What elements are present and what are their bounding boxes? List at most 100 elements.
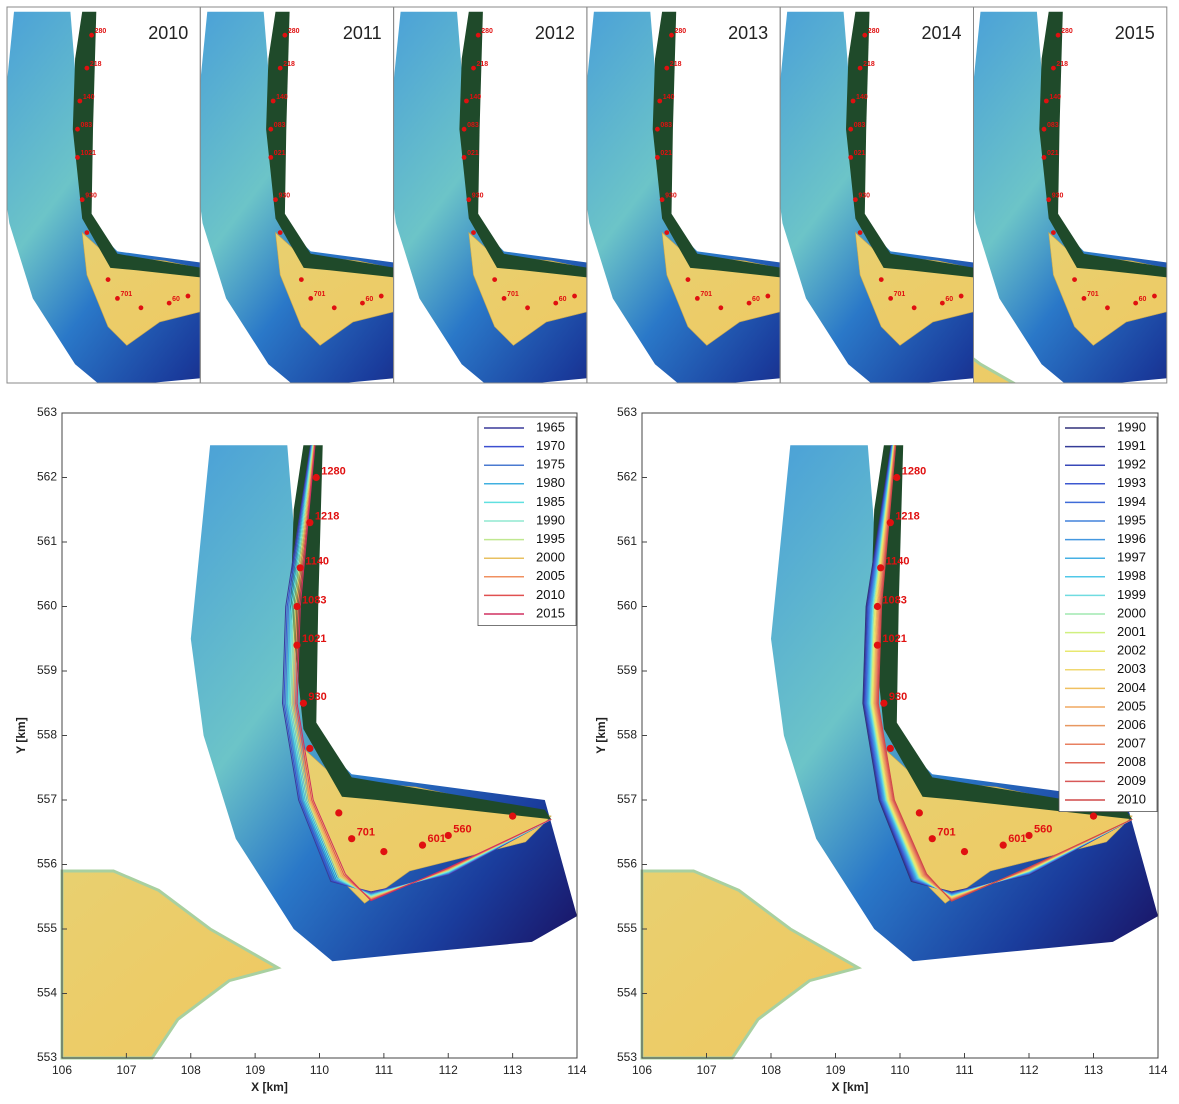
profile-label: 021	[660, 150, 672, 157]
profile-label: 1083	[302, 594, 326, 606]
y-tick-label: 558	[617, 728, 637, 742]
profile-point	[655, 127, 660, 132]
profile-point	[464, 99, 469, 104]
legend-label: 1992	[1117, 457, 1146, 472]
x-tick-label: 107	[696, 1063, 716, 1077]
legend-label: 1994	[1117, 494, 1146, 509]
profile-point	[139, 305, 144, 310]
profile-label: 083	[274, 122, 286, 129]
profile-label: 930	[308, 691, 326, 703]
legend-label: 2005	[1117, 698, 1146, 713]
x-tick-label: 112	[1019, 1063, 1038, 1077]
y-tick-label: 563	[617, 405, 637, 419]
profile-point	[887, 745, 894, 752]
x-tick-label: 113	[503, 1063, 522, 1077]
profile-point	[106, 277, 111, 282]
profile-point	[664, 66, 669, 71]
profile-point	[888, 296, 893, 301]
legend-label: 2000	[536, 550, 565, 565]
legend-label: 2000	[1117, 605, 1146, 620]
profile-label: 701	[507, 291, 519, 298]
profile-label: 280	[288, 28, 300, 35]
figure: 2802181400831021930701602010280218140083…	[0, 0, 1179, 1099]
profile-point	[75, 155, 80, 160]
y-tick-label: 559	[37, 663, 57, 677]
profile-label: 701	[1087, 291, 1099, 298]
profile-point	[186, 294, 191, 299]
profile-point	[502, 296, 507, 301]
legend-label: 2007	[1117, 736, 1146, 751]
profile-label: 1280	[321, 465, 345, 477]
profile-point	[462, 127, 467, 132]
profile-label: 140	[469, 94, 481, 101]
island	[642, 871, 858, 1058]
legend-label: 1998	[1117, 568, 1146, 583]
legend-label: 2008	[1117, 754, 1146, 769]
profile-point	[492, 277, 497, 282]
profile-point	[1090, 813, 1097, 820]
profile-label: 280	[481, 28, 493, 35]
profile-point	[380, 848, 387, 855]
profile-point	[1046, 197, 1051, 202]
x-tick-label: 111	[375, 1063, 394, 1077]
profile-label: 701	[937, 827, 955, 839]
profile-point	[1042, 127, 1047, 132]
profile-label: 701	[894, 291, 906, 298]
legend-label: 2006	[1117, 717, 1146, 732]
profile-label: 218	[863, 61, 875, 68]
profile-point	[471, 230, 476, 235]
profile-point	[874, 642, 881, 649]
y-tick-label: 563	[37, 405, 57, 419]
x-tick-label: 106	[52, 1063, 72, 1077]
profile-point	[1072, 277, 1077, 282]
profile-label: 218	[283, 61, 295, 68]
y-tick-label: 556	[617, 857, 637, 871]
profile-label: 140	[663, 94, 675, 101]
x-tick-label: 109	[825, 1063, 845, 1077]
y-tick-label: 559	[617, 663, 637, 677]
profile-point	[862, 33, 867, 38]
x-tick-label: 112	[439, 1063, 458, 1077]
legend-label: 2010	[536, 587, 565, 602]
profile-point	[686, 277, 691, 282]
legend-label: 2001	[1117, 624, 1146, 639]
profile-point	[271, 99, 276, 104]
profile-label: 083	[660, 122, 672, 129]
profile-point	[268, 155, 273, 160]
profile-label: 280	[675, 28, 687, 35]
profile-label: 1140	[305, 556, 329, 568]
profile-point	[1051, 66, 1056, 71]
profile-label: 083	[1047, 122, 1059, 129]
profile-point	[664, 230, 669, 235]
profile-point	[858, 66, 863, 71]
profile-label: 60	[172, 296, 180, 303]
y-tick-label: 560	[617, 599, 637, 613]
profile-point	[961, 848, 968, 855]
profile-point	[853, 197, 858, 202]
profile-point	[278, 230, 283, 235]
profile-point	[1042, 155, 1047, 160]
profile-point	[75, 127, 80, 132]
profile-label: 1140	[886, 556, 910, 568]
profile-point	[278, 66, 283, 71]
profile-point	[959, 294, 964, 299]
profile-point	[167, 301, 172, 306]
profile-label: 021	[1047, 150, 1059, 157]
profile-label: 1280	[902, 465, 926, 477]
year-label: 2011	[343, 23, 382, 43]
profile-label: 218	[90, 61, 102, 68]
profile-point	[747, 301, 752, 306]
legend-label: 2015	[536, 605, 565, 620]
profile-point	[306, 745, 313, 752]
profile-point	[916, 809, 923, 816]
y-tick-label: 556	[37, 857, 57, 871]
profile-point	[77, 99, 82, 104]
profile-label: 601	[428, 833, 446, 845]
profile-point	[893, 474, 900, 481]
year-label: 2012	[535, 23, 575, 43]
profile-point	[283, 33, 288, 38]
profile-point	[293, 603, 300, 610]
legend-label: 1990	[536, 512, 565, 527]
profile-point	[940, 301, 945, 306]
profile-point	[299, 277, 304, 282]
